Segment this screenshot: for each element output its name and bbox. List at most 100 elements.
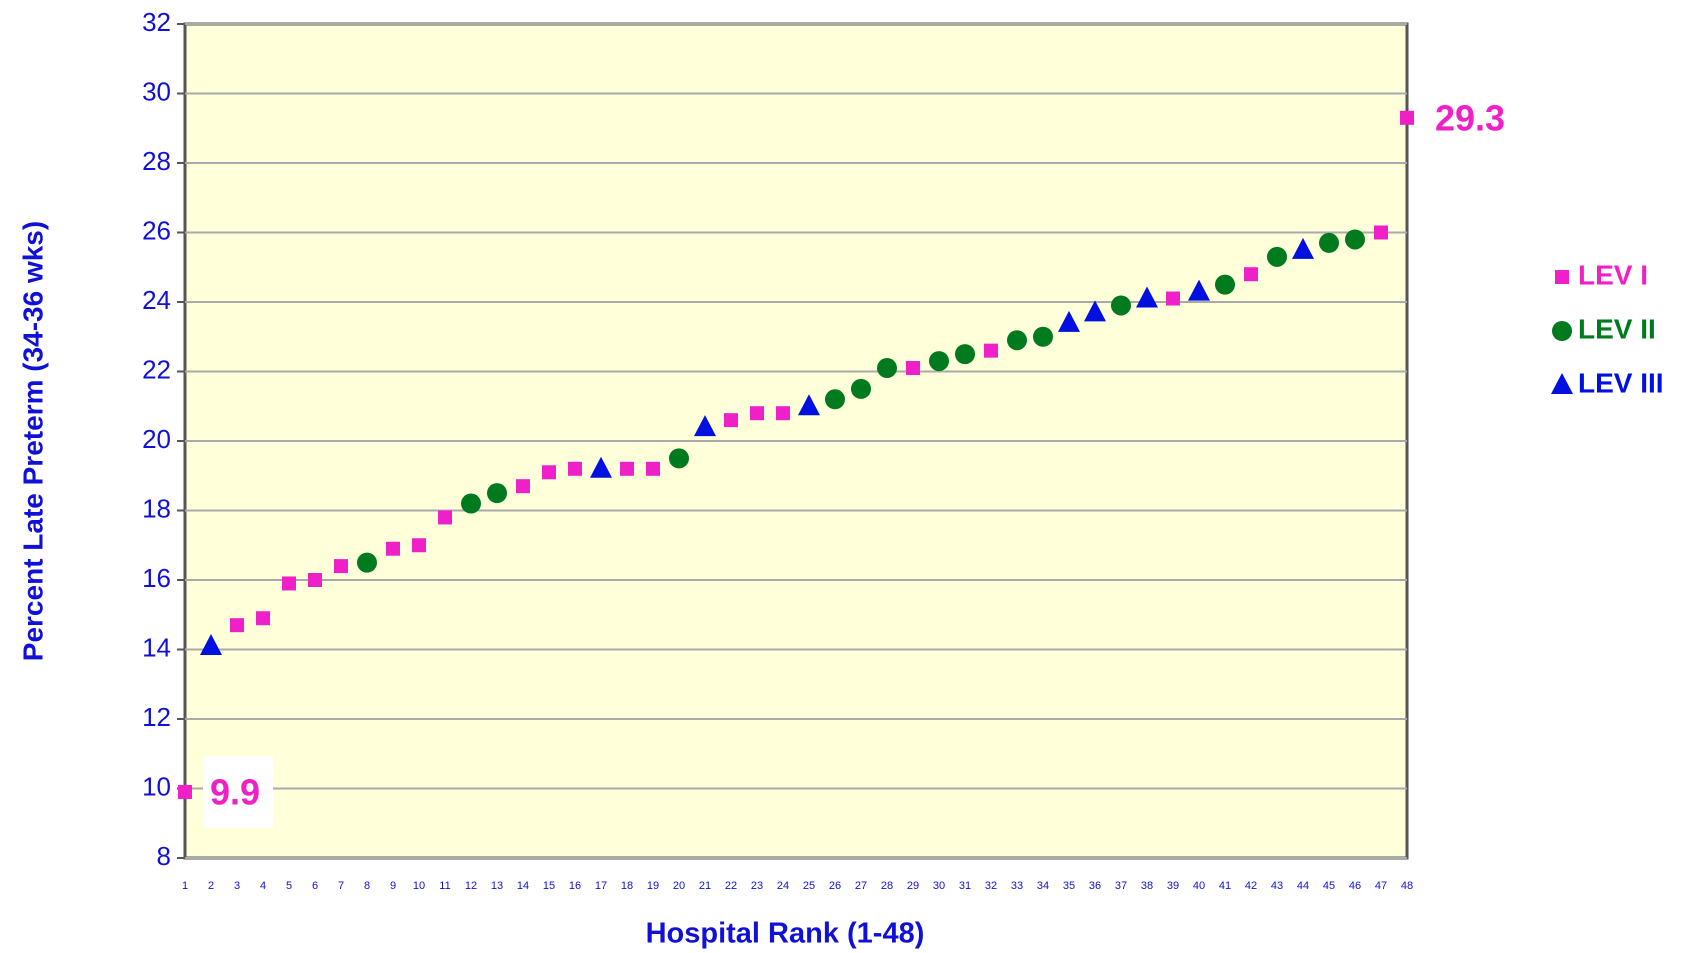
point [1058,310,1080,332]
point [438,510,452,525]
point [1345,229,1365,250]
legend-marker [1551,373,1573,394]
x-axis-title: Hospital Rank (1-48) [646,918,925,950]
x-tick-label: 14 [517,880,529,892]
point [955,344,975,365]
x-tick-label: 48 [1401,880,1413,892]
point [750,406,764,421]
x-tick-label: 39 [1167,880,1179,892]
point [1319,232,1339,253]
y-tick-label: 16 [142,563,171,593]
x-tick-label: 22 [725,880,737,892]
point [877,358,897,379]
y-tick-label: 20 [142,424,171,454]
point [669,448,689,469]
legend-marker [1552,321,1572,341]
data-label: 29.3 [1435,97,1505,138]
y-tick-label: 22 [142,354,171,384]
x-tick-label: 31 [959,880,971,892]
point [1374,225,1388,240]
x-tick-label: 18 [621,880,633,892]
point [724,413,738,428]
x-tick-label: 46 [1349,880,1361,892]
point [357,552,377,573]
point [1400,110,1414,125]
y-tick-label: 30 [142,76,171,106]
x-tick-label: 34 [1037,880,1049,892]
x-tick-label: 16 [569,880,581,892]
point [929,351,949,372]
x-tick-label: 8 [364,880,370,892]
legend-label: LEV II [1578,313,1656,344]
y-tick-label: 24 [142,285,171,315]
point [200,634,222,656]
legend-marker [1555,270,1569,284]
x-tick-label: 19 [647,880,659,892]
x-tick-label: 33 [1011,880,1023,892]
y-tick-label: 14 [142,632,171,662]
point [906,361,920,376]
x-tick-label: 32 [985,880,997,892]
point [1033,326,1053,347]
legend-label: LEV III [1578,367,1664,398]
x-tick-label: 20 [673,880,685,892]
point [1111,295,1131,316]
point [984,343,998,358]
point [1244,267,1258,282]
x-tick-label: 26 [829,880,841,892]
x-tick-label: 4 [260,880,266,892]
x-tick-label: 36 [1089,880,1101,892]
point [851,378,871,399]
point [1084,300,1106,322]
point [620,461,634,476]
x-tick-label: 21 [699,880,711,892]
x-tick-label: 9 [390,880,396,892]
x-tick-label: 2 [208,880,214,892]
point [1136,286,1158,308]
legend-label: LEV I [1578,259,1648,290]
x-tick-label: 17 [595,880,607,892]
x-tick-label: 10 [413,880,425,892]
x-tick-label: 43 [1271,880,1283,892]
x-tick-label: 29 [907,880,919,892]
x-tick-label: 42 [1245,880,1257,892]
y-tick-label: 10 [142,771,171,801]
point [487,483,507,504]
point [1007,330,1027,351]
y-tick-label: 32 [142,7,171,37]
x-tick-label: 40 [1193,880,1205,892]
x-tick-label: 47 [1375,880,1387,892]
x-tick-label: 11 [439,880,450,892]
point [282,576,296,591]
x-tick-label: 37 [1115,880,1127,892]
y-tick-label: 28 [142,146,171,176]
data-label: 9.9 [210,771,260,812]
point [1267,246,1287,267]
point [178,784,192,799]
x-tick-label: 13 [491,880,503,892]
x-tick-label: 7 [338,880,344,892]
point [694,415,716,437]
x-tick-label: 12 [465,880,477,892]
x-tick-label: 45 [1323,880,1335,892]
x-tick-label: 41 [1219,880,1231,892]
y-tick-label: 26 [142,215,171,245]
point [1215,274,1235,295]
x-tick-label: 30 [933,880,945,892]
y-tick-label: 12 [142,702,171,732]
x-tick-label: 3 [234,880,240,892]
point [798,394,820,416]
x-tick-label: 27 [855,880,867,892]
point [776,406,790,421]
point [386,541,400,556]
point [568,461,582,476]
x-tick-label: 38 [1141,880,1153,892]
point [1166,291,1180,306]
x-tick-label: 23 [751,880,763,892]
x-tick-label: 28 [881,880,893,892]
x-tick-label: 44 [1297,880,1309,892]
y-axis-title: Percent Late Preterm (34-36 wks) [17,221,48,661]
x-tick-label: 25 [803,880,815,892]
point [461,493,481,514]
